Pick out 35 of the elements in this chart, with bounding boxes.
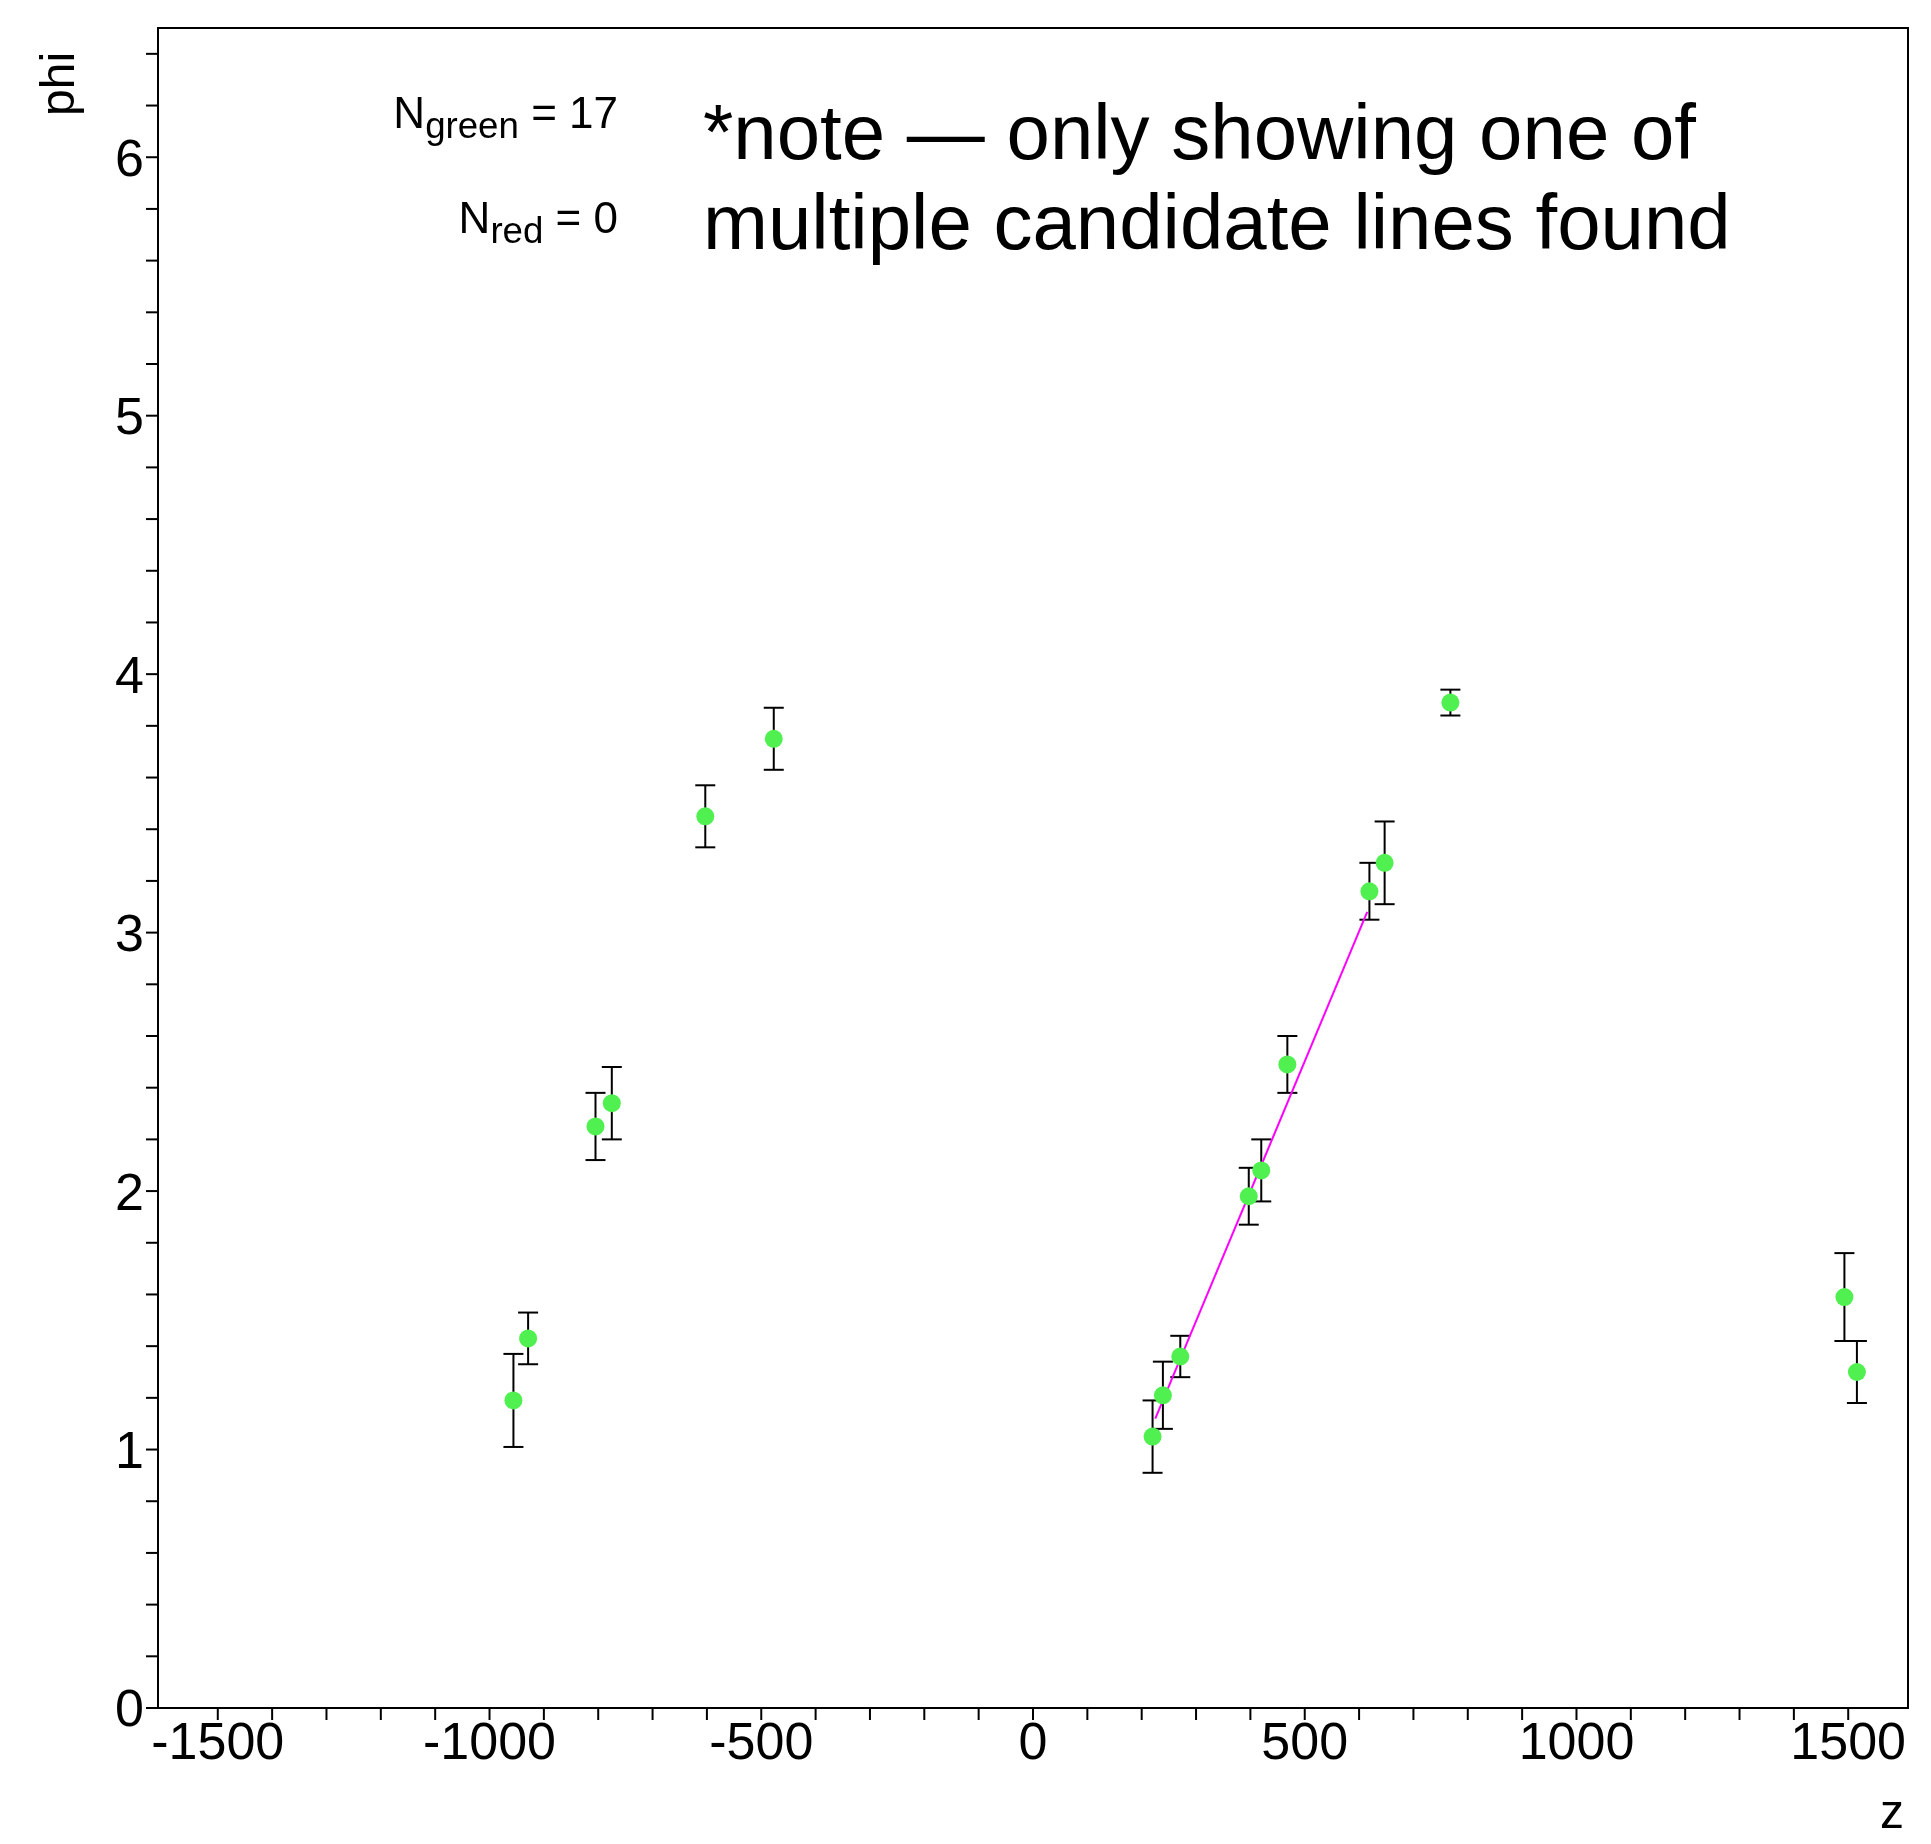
y-tick-label: 4 [115,645,144,704]
point [586,1117,605,1136]
point [764,729,783,748]
point [1278,1055,1297,1074]
y-tick-label: 3 [115,904,144,963]
point [1252,1161,1271,1180]
point [1835,1288,1854,1307]
y-axis-title: phi [30,51,85,116]
x-tick-label: -1000 [423,1711,557,1770]
point [1375,853,1394,872]
point [1441,693,1460,712]
x-axis-title: z [1880,1784,1904,1839]
y-tick-label: 6 [115,128,144,187]
x-tick-label: 500 [1261,1711,1349,1770]
point [519,1329,538,1348]
point [602,1094,621,1113]
y-tick-label: 1 [115,1421,144,1479]
x-tick-label: 0 [1018,1711,1048,1770]
y-tick-label: 2 [115,1162,144,1221]
x-tick-label: -1500 [151,1711,285,1770]
point [1360,882,1379,901]
point [1153,1386,1172,1405]
point [504,1391,523,1410]
point [1239,1187,1258,1206]
x-tick-label: 1000 [1518,1711,1635,1770]
point [1143,1427,1162,1446]
x-tick-label: 1500 [1790,1711,1907,1770]
point [696,807,715,826]
annotation: *note — only showing one of multiple candidate lines found [703,88,1732,268]
y-tick-label: 5 [115,387,144,446]
point [1847,1363,1866,1381]
annotation: N$_{green}$ = 17 [392,88,618,147]
x-tick-label: -500 [709,1711,814,1770]
point [1171,1347,1190,1366]
annotation: N$_{red}$ = 0 [457,193,618,252]
